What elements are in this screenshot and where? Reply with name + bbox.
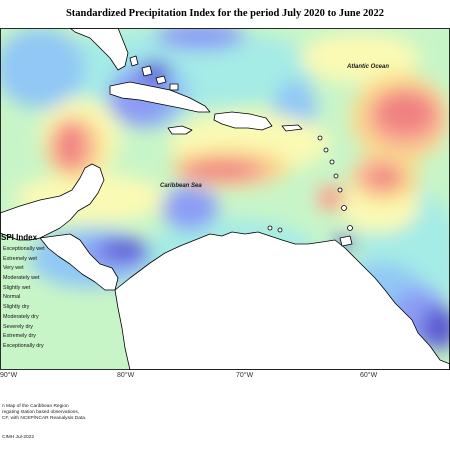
- legend-item-exceptionally-wet: Exceptionally wet: [3, 246, 45, 252]
- land-masses: [0, 28, 450, 370]
- cuba: [109, 81, 211, 113]
- legend-item-slightly-wet: Slightly wet: [3, 284, 31, 291]
- bahamas-2: [141, 65, 153, 77]
- map-note-3: CF, with NCEP/NCAR Reanalysis Data.: [2, 416, 87, 421]
- legend-item-severely-dry: Severely dry: [3, 323, 33, 330]
- jamaica: [167, 125, 193, 135]
- atlantic-ocean-label: Atlantic Ocean: [347, 64, 390, 70]
- south-america: [114, 231, 450, 370]
- legend-item-exceptionally-dry: Exceptionally dry: [3, 342, 44, 349]
- bahamas-1: [129, 55, 139, 67]
- caribbean-sea-label: Caribbean Sea: [160, 183, 202, 189]
- lesser-antilles-1: [317, 135, 323, 141]
- map-note-2: regating station based observations,: [2, 410, 80, 415]
- longitude-label-90w: 90°W: [0, 372, 18, 379]
- bahamas-3: [155, 75, 167, 85]
- puerto-rico: [281, 124, 303, 132]
- legend-item-moderately-dry: Moderately dry: [3, 313, 39, 320]
- abc-island-1: [267, 225, 273, 231]
- hispaniola: [213, 111, 273, 131]
- legend-item-slightly-dry: Slightly dry: [3, 304, 30, 311]
- map-title: Standardized Precipitation Index for the…: [65, 8, 385, 19]
- trinidad: [339, 235, 353, 247]
- spi-map: [0, 28, 450, 370]
- longitude-label-70w: 70°W: [236, 372, 254, 379]
- lesser-antilles-5: [337, 187, 343, 193]
- abc-island-2: [277, 227, 283, 233]
- lesser-antilles-6: [341, 205, 347, 211]
- legend-title: SPI Index: [1, 233, 38, 242]
- legend-item-extremely-dry: Extremely dry: [3, 333, 36, 340]
- legend-item-moderately-wet: Moderately wet: [3, 275, 40, 282]
- lesser-antilles-2: [323, 147, 329, 153]
- florida: [69, 28, 129, 71]
- legend-item-normal: Normal: [3, 294, 21, 301]
- legend-item-very-wet: Very wet: [3, 265, 24, 272]
- legend-item-extremely-wet: Extremely wet: [3, 255, 37, 262]
- spi-legend: SPI Index Exceptionally wet Extremely we…: [0, 233, 64, 352]
- longitude-label-60w: 60°W: [360, 372, 378, 379]
- lesser-antilles-7: [347, 225, 353, 231]
- bahamas-4: [169, 83, 179, 91]
- map-credit: CIMH Jul-2022: [2, 435, 34, 440]
- central-america-isthmus: [39, 233, 119, 291]
- central-america-north: [0, 163, 105, 241]
- lesser-antilles-3: [329, 159, 335, 165]
- lesser-antilles-4: [333, 173, 339, 179]
- longitude-label-80w: 80°W: [117, 372, 135, 379]
- map-note-1: n Map of the Caribbean Region: [2, 404, 69, 409]
